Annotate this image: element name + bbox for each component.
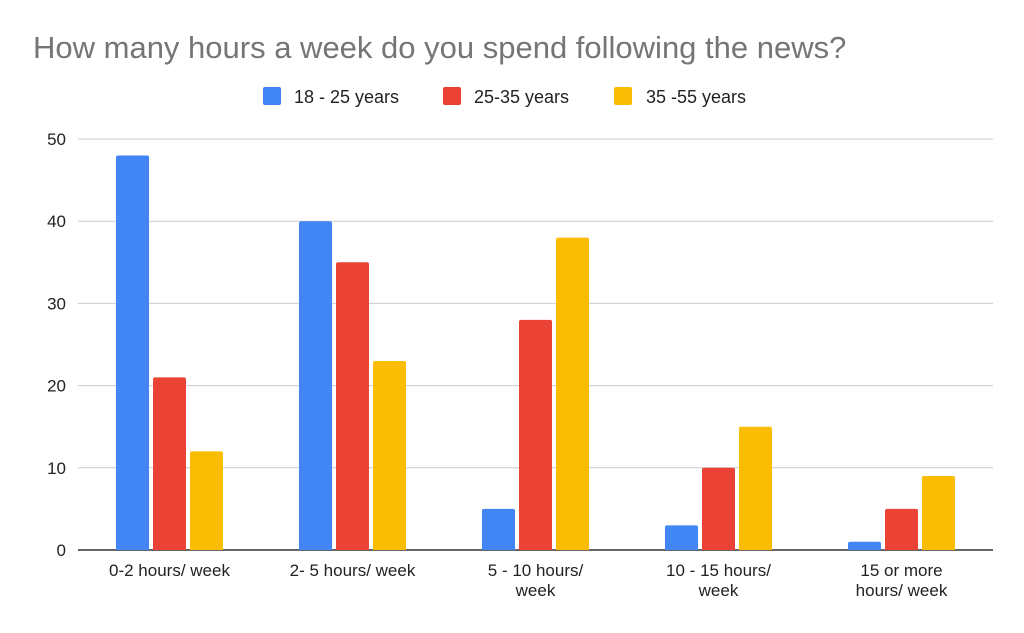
- bar: [299, 221, 332, 550]
- legend-swatch: [614, 87, 632, 105]
- x-category-label: 15 or more hours/ week: [856, 561, 948, 600]
- legend-item: 35 -55 years: [614, 87, 746, 107]
- bar: [116, 155, 149, 550]
- x-category-label: 2- 5 hours/ week: [290, 561, 416, 580]
- legend-label: 25-35 years: [474, 87, 569, 107]
- y-tick-label: 40: [47, 212, 66, 231]
- chart-title: How many hours a week do you spend follo…: [33, 30, 846, 65]
- y-tick-label: 50: [47, 130, 66, 149]
- bar: [702, 467, 735, 550]
- legend-swatch: [263, 87, 281, 105]
- bar: [885, 508, 918, 550]
- x-category-label: 5 - 10 hours/week: [488, 561, 584, 600]
- x-axis-categories: 0-2 hours/ week 2- 5 hours/ week 5 - 10 ho…: [109, 561, 948, 600]
- bar: [739, 426, 772, 550]
- x-category-label: 0-2 hours/ week: [109, 561, 230, 580]
- bar: [336, 262, 369, 550]
- bar: [373, 360, 406, 550]
- legend-swatch: [443, 87, 461, 105]
- bar: [482, 508, 515, 550]
- bar: [556, 237, 589, 550]
- x-category-label: 10 - 15 hours/week: [666, 561, 771, 600]
- legend-label: 18 - 25 years: [294, 87, 399, 107]
- y-tick-label: 0: [57, 541, 66, 560]
- legend-item: 25-35 years: [443, 87, 569, 107]
- bar: [519, 319, 552, 550]
- legend: 18 - 25 years 25-35 years 35 -55 years: [263, 87, 746, 107]
- bar: [922, 476, 955, 550]
- y-axis-ticks: 0 10 20 30 40 50: [47, 130, 66, 560]
- legend-item: 18 - 25 years: [263, 87, 399, 107]
- y-tick-label: 20: [47, 377, 66, 396]
- bar: [665, 525, 698, 550]
- y-tick-label: 10: [47, 459, 66, 478]
- bar: [190, 451, 223, 550]
- legend-label: 35 -55 years: [646, 87, 746, 107]
- y-tick-label: 30: [47, 294, 66, 313]
- bar: [153, 377, 186, 550]
- bars: [116, 155, 955, 550]
- bar: [848, 541, 881, 550]
